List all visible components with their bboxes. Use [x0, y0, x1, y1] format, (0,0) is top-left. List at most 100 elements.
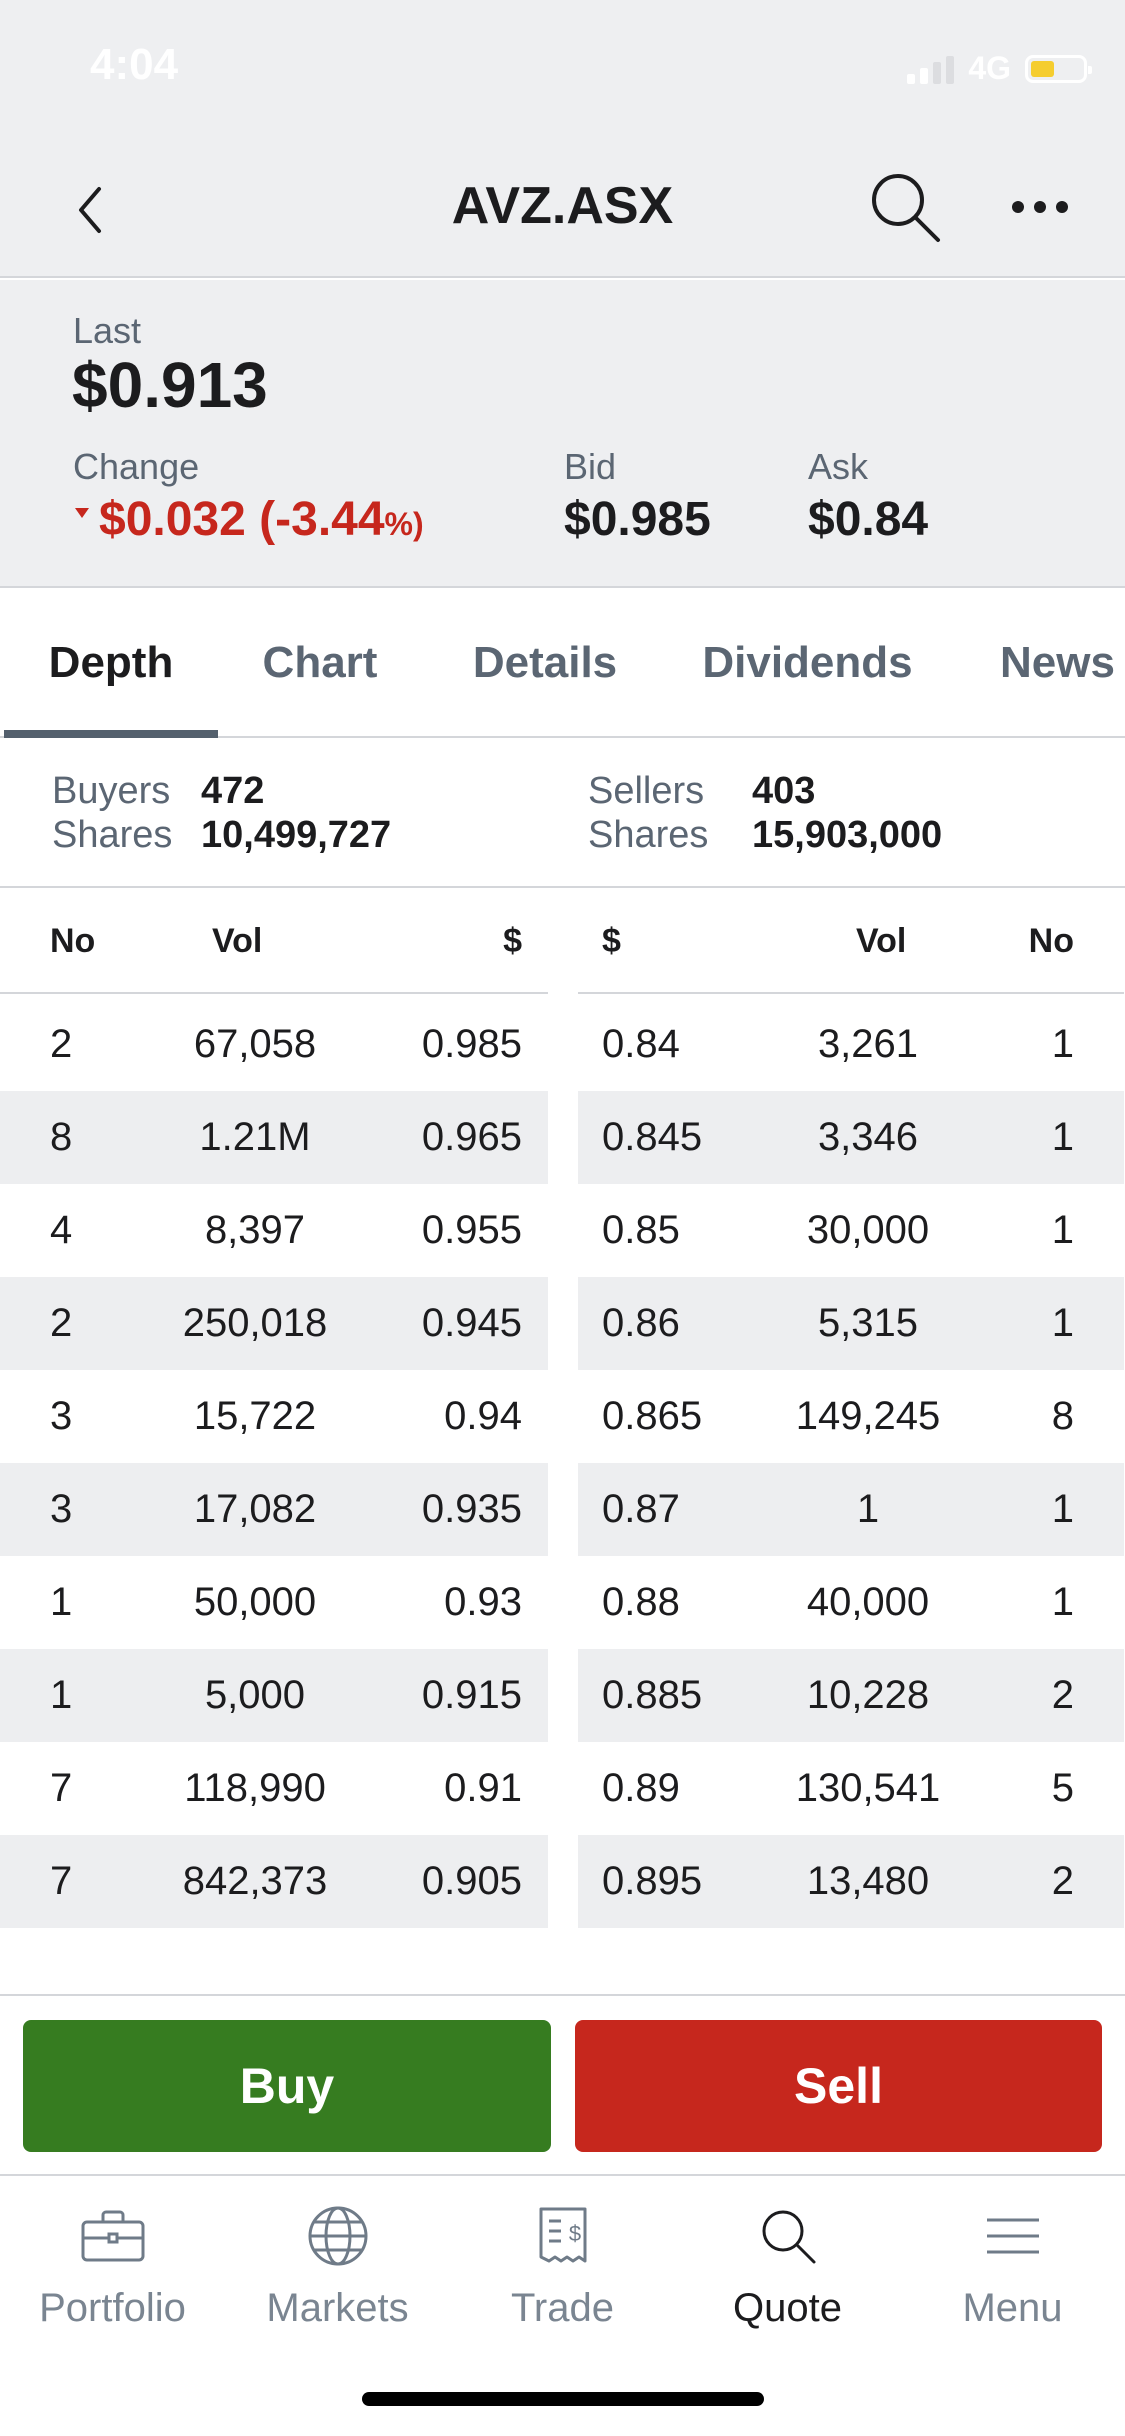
briefcase-icon: [73, 2196, 153, 2276]
change-value: $0.032 (-3.44%): [75, 492, 424, 547]
change-pct-symbol: %): [384, 506, 424, 542]
sell-no: 1: [1051, 1022, 1074, 1066]
buy-price: 0.985: [421, 1022, 522, 1066]
table-row: 1 50,000 0.93: [0, 1556, 548, 1649]
table-row: 0.88 40,000 1: [578, 1556, 1124, 1649]
status-time: 4:04: [90, 40, 179, 89]
table-row: 0.89 130,541 5: [578, 1742, 1124, 1835]
globe-icon: [298, 2196, 378, 2276]
table-row: 7 118,990 0.91: [0, 1742, 548, 1835]
tab-bar-label: Quote: [733, 2286, 842, 2330]
buy-depth-table: 2 67,058 0.985 8 1.21M 0.965 4 8,397 0.9…: [0, 998, 548, 1928]
network-type: 4G: [968, 50, 1011, 86]
home-indicator[interactable]: [362, 2392, 764, 2406]
buy-button[interactable]: Buy: [23, 2020, 551, 2152]
buy-price: 0.955: [421, 1208, 522, 1252]
sell-vol: 3,346: [817, 1115, 919, 1159]
tab-bar-markets[interactable]: Markets: [225, 2196, 450, 2366]
sell-button[interactable]: Sell: [575, 2020, 1102, 2152]
tab-bar-quote[interactable]: Quote: [675, 2196, 900, 2366]
tab-dividends[interactable]: Dividends: [702, 638, 913, 687]
sell-price: 0.89: [602, 1766, 680, 1810]
table-row: 0.85 30,000 1: [578, 1184, 1124, 1277]
buyers-value: 472: [201, 770, 265, 812]
buy-depth-header: No Vol $: [0, 890, 548, 994]
buy-header-vol: Vol: [212, 922, 263, 960]
tab-news[interactable]: News: [1000, 638, 1115, 687]
table-row: 4 8,397 0.955: [0, 1184, 548, 1277]
sell-price: 0.895: [602, 1859, 703, 1903]
tab-bar-portfolio[interactable]: Portfolio: [0, 2196, 225, 2366]
sell-price: 0.85: [602, 1208, 680, 1252]
tab-details[interactable]: Details: [472, 638, 618, 687]
buy-vol: 8,397: [204, 1208, 306, 1252]
sell-price: 0.885: [602, 1673, 703, 1717]
sell-no: 8: [1051, 1394, 1074, 1438]
buy-price: 0.91: [444, 1766, 522, 1810]
buy-no: 2: [50, 1301, 73, 1345]
sell-vol: 149,245: [795, 1394, 941, 1438]
buy-vol: 118,990: [184, 1766, 326, 1810]
bottom-tab-bar: Portfolio Markets $ Trade: [0, 2178, 1125, 2436]
more-horizontal-icon: [1012, 201, 1068, 213]
sellers-shares-value: 15,903,000: [752, 814, 943, 856]
buy-no: 1: [50, 1673, 73, 1717]
buy-no: 7: [50, 1859, 73, 1903]
buy-price: 0.93: [444, 1580, 522, 1624]
sell-header-vol: Vol: [856, 922, 907, 960]
tab-chart[interactable]: Chart: [262, 638, 378, 687]
buy-price: 0.945: [421, 1301, 522, 1345]
buy-no: 8: [50, 1115, 73, 1159]
buy-no: 2: [50, 1022, 73, 1066]
nav-bar: AVZ.ASX: [0, 140, 1125, 278]
sell-header-price: $: [602, 922, 621, 960]
buy-price: 0.905: [421, 1859, 522, 1903]
down-arrow-icon: [75, 508, 89, 518]
sellers-shares-label: Shares: [588, 814, 709, 856]
sell-price: 0.865: [602, 1394, 703, 1438]
sell-price: 0.86: [602, 1301, 680, 1345]
tab-bar-label: Markets: [266, 2286, 409, 2330]
buy-vol: 842,373: [182, 1859, 328, 1903]
buy-no: 4: [50, 1208, 73, 1252]
buy-no: 1: [50, 1580, 73, 1624]
battery-icon: [1025, 54, 1092, 83]
sell-header-no: No: [1028, 922, 1074, 960]
sell-depth-table: 0.84 3,261 1 0.845 3,346 1 0.85 30,000 1…: [578, 998, 1124, 1928]
buy-vol: 250,018: [182, 1301, 328, 1345]
tab-bar-label: Menu: [962, 2286, 1063, 2330]
table-row: 0.845 3,346 1: [578, 1091, 1124, 1184]
page-title: AVZ.ASX: [451, 177, 674, 235]
receipt-icon: $: [523, 2196, 603, 2276]
active-tab-indicator: [4, 730, 218, 738]
tab-bar-label: Trade: [510, 2286, 614, 2330]
table-row: 3 17,082 0.935: [0, 1463, 548, 1556]
signal-icon: [907, 54, 955, 84]
sell-vol: 5,315: [817, 1301, 919, 1345]
table-row: 0.86 5,315 1: [578, 1277, 1124, 1370]
sell-no: 1: [1051, 1208, 1074, 1252]
tab-bar-label: Portfolio: [39, 2286, 186, 2330]
search-icon: [748, 2196, 828, 2276]
sell-no: 5: [1051, 1766, 1074, 1810]
bid-value: $0.985: [564, 493, 711, 546]
sell-no: 1: [1051, 1580, 1074, 1624]
sell-no: 1: [1051, 1115, 1074, 1159]
buy-vol: 1.21M: [199, 1115, 311, 1159]
tab-depth[interactable]: Depth: [48, 638, 174, 687]
buyers-shares-label: Shares: [52, 814, 173, 856]
status-indicators: 4G: [907, 50, 1092, 87]
buy-no: 7: [50, 1766, 73, 1810]
table-row: 0.895 13,480 2: [578, 1835, 1124, 1928]
ask-value: $0.84: [808, 493, 929, 546]
tab-bar-menu[interactable]: Menu: [900, 2196, 1125, 2366]
back-button[interactable]: [60, 170, 120, 250]
table-row: 2 67,058 0.985: [0, 998, 548, 1091]
buy-no: 3: [50, 1487, 73, 1531]
table-row: 0.865 149,245 8: [578, 1370, 1124, 1463]
trade-action-bar: Buy Sell: [0, 1994, 1125, 2176]
tab-bar-trade[interactable]: $ Trade: [450, 2196, 675, 2366]
sell-vol: 3,261: [817, 1022, 919, 1066]
more-options-button[interactable]: [995, 162, 1085, 252]
search-button[interactable]: [860, 162, 950, 252]
